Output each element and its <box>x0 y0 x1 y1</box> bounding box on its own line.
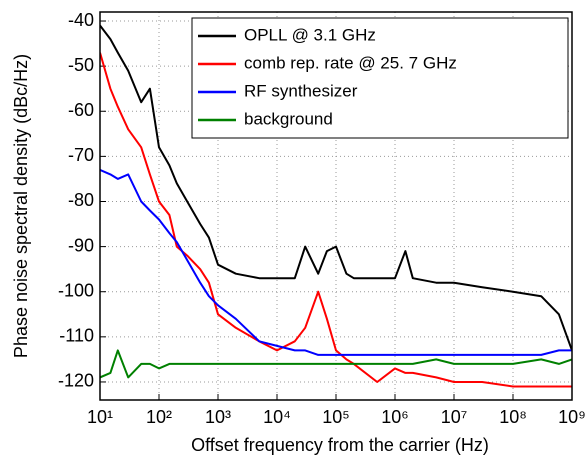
plot-frame <box>99 11 573 401</box>
data-line <box>100 24 572 351</box>
x-tick-label: 10³ <box>205 407 231 427</box>
y-axis-label: Phase noise spectral density (dBc/Hz) <box>11 54 31 358</box>
legend-label: comb rep. rate @ 25. 7 GHz <box>244 53 457 72</box>
data-line <box>100 349 572 379</box>
data-line <box>100 52 572 388</box>
x-tick-label: 10⁸ <box>499 407 527 427</box>
legend-box <box>191 17 569 139</box>
x-tick-label: 10⁴ <box>263 407 291 427</box>
legend-label: OPLL @ 3.1 GHz <box>244 25 376 44</box>
x-axis-label: Offset frequency from the carrier (Hz) <box>191 435 489 455</box>
y-tick-label: -70 <box>68 145 94 165</box>
x-tick-label: 10⁹ <box>558 407 586 427</box>
x-tick-label: 10² <box>146 407 172 427</box>
y-tick-label: -100 <box>58 280 94 300</box>
legend: OPLL @ 3.1 GHz comb rep. rate @ 25. 7 GHz… <box>191 17 569 139</box>
y-tick-label: -40 <box>68 10 94 30</box>
y-tick-label: -60 <box>68 100 94 120</box>
x-tick-label: 10⁶ <box>381 407 408 427</box>
y-tick-label: -120 <box>58 371 94 391</box>
y-tick-label: -110 <box>59 326 94 346</box>
y-tick-label: -80 <box>68 190 94 210</box>
x-tick-label: 10¹ <box>87 407 113 427</box>
y-tick-label: -90 <box>68 235 94 255</box>
x-tick-label: 10⁷ <box>441 407 468 427</box>
data-line <box>100 168 572 356</box>
y-tick-label: -50 <box>68 55 94 75</box>
legend-label: background <box>244 109 333 128</box>
x-tick-label: 10⁵ <box>322 407 349 427</box>
legend-label: RF synthesizer <box>244 81 358 100</box>
